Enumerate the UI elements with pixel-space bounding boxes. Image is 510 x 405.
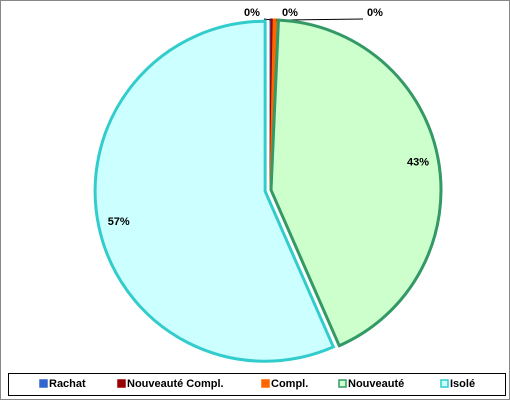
legend-label: Isolé <box>450 378 475 390</box>
leader-line <box>263 18 272 21</box>
pie-slice <box>93 19 336 363</box>
data-label: 43% <box>407 156 429 168</box>
data-label: 0% <box>367 7 383 19</box>
legend-label: Compl. <box>271 378 308 390</box>
data-label: 0% <box>282 7 298 19</box>
legend-swatch <box>338 379 347 388</box>
legend-label: Nouveauté <box>348 378 404 390</box>
legend-swatch <box>440 379 449 388</box>
legend-swatch <box>117 379 126 388</box>
legend-label: Rachat <box>49 378 86 390</box>
data-label: 57% <box>108 216 130 228</box>
pie-slice <box>269 18 443 348</box>
legend-box <box>8 373 506 396</box>
legend-swatch <box>39 379 48 388</box>
legend-label: Nouveauté Compl. <box>127 378 224 390</box>
data-label: 0% <box>244 7 260 19</box>
legend-swatch <box>261 379 270 388</box>
